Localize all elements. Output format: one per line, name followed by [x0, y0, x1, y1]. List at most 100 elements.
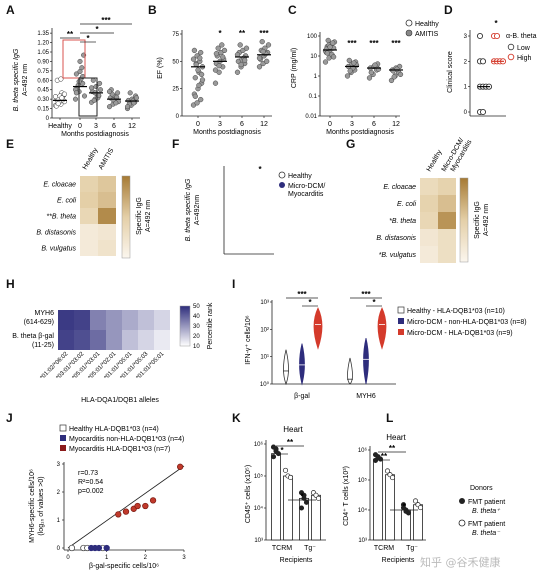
k-ytick-label-0: 10³ — [254, 538, 263, 544]
k-bar-point-2-2 — [303, 499, 310, 505]
c-xtick-label-1: 3 — [350, 121, 354, 128]
k-cat-tcrm: TCRM — [272, 545, 292, 552]
h-row2-line1: B. theta β-gal — [12, 333, 54, 340]
l-cat-tg: Tg⁻ — [406, 545, 418, 552]
d-legend-high-marker — [507, 53, 515, 61]
g-cell-3-0 — [420, 229, 438, 246]
c-point-0-0 — [322, 59, 329, 65]
panel-g: Healthy Micro-DCM/ Myocarditis E. cloaca… — [376, 137, 490, 263]
d-point-0-8 — [476, 32, 484, 40]
c-y-ticks: 0.01 0.1 1 10 100 — [305, 34, 320, 120]
l-bars — [372, 452, 424, 541]
d-legend-low-marker — [507, 43, 515, 51]
e-scale-label-1: Specific IgG — [136, 197, 143, 235]
k-bar-point-0-3 — [270, 454, 277, 460]
e-cell-4-0 — [80, 240, 98, 256]
j-ylabel-line2: (log₁₀ of values >0) — [38, 476, 45, 535]
j-point-2-1 — [122, 508, 130, 515]
d-y-ticks: 0 1 2 3 — [464, 34, 470, 116]
f-ylabel-line2: A=492nm — [194, 195, 201, 225]
a-ytick-label-5: 0.75 — [37, 69, 49, 75]
panel-b: EF (%) 0 25 50 75 0 3 6 12 Months postdiagnosi… — [157, 29, 272, 136]
c-point-1-9 — [347, 68, 353, 74]
a-point-1-0 — [72, 96, 79, 102]
a-point-0-20 — [55, 100, 61, 107]
f-legend-micro-2: Myocarditis — [288, 191, 324, 198]
b-point-0-17 — [192, 93, 198, 99]
b-point-0-16 — [198, 71, 205, 78]
a-ytick-label-7: 1.05 — [37, 50, 49, 56]
c-sig-2: *** — [391, 39, 401, 48]
e-row-labels: E. cloacae E. coli **B. theta B. distasonis… — [36, 182, 76, 253]
e-row-0: E. cloacae — [43, 182, 76, 189]
j-point-1-2 — [95, 544, 103, 552]
d-point-1-5 — [493, 32, 501, 40]
c-legend-amitis: AMITIS — [415, 31, 439, 38]
a-xtick-label-1: 0 — [78, 123, 82, 130]
f-legend-micro-1: Micro-DCM/ — [288, 183, 325, 190]
l-bar-1 — [385, 474, 395, 541]
j-ylabel-line1: MYH6-specific cells/10⁶ — [29, 469, 36, 543]
h-cell-1-2 — [90, 330, 106, 350]
a-ytick-label-1: 0.15 — [37, 107, 49, 113]
b-point-0-13 — [198, 49, 204, 56]
i-legend-marker-3 — [398, 329, 404, 335]
b-point-3-2 — [264, 58, 270, 64]
a-point-2-5 — [97, 80, 103, 86]
g-heatmap-cells — [420, 178, 456, 263]
b-ytick-label-0: 0 — [176, 114, 180, 120]
j-legend-3: Myocarditis HLA-DQB1*03 (n=7) — [69, 446, 170, 453]
i-violin-1-1 — [363, 337, 369, 385]
a-point-2-8 — [97, 87, 104, 93]
c-point-0-9 — [325, 37, 331, 44]
j-points — [68, 463, 184, 552]
k-bar-point-3-2 — [315, 495, 322, 501]
e-row-2: **B. theta — [46, 214, 76, 221]
l-donors-title: Donors — [470, 485, 493, 492]
e-color-scale — [121, 175, 131, 259]
h-row1-line1: MYH6 — [35, 310, 55, 317]
c-legend-healthy-marker — [405, 19, 413, 27]
a-ytick-label-9: 1.35 — [37, 31, 49, 37]
h-scale-tick-4: 50 — [193, 304, 200, 310]
panel-i: IFN-γ⁺ cells/10⁶ 10⁰ 10¹ 10² 10³ β-gal MYH6… — [245, 290, 527, 400]
j-y-ticks: 0 1 2 3 — [57, 462, 64, 552]
b-sig-2: *** — [259, 29, 269, 38]
c-point-0-16 — [330, 54, 337, 60]
c-significance: *** *** *** — [347, 39, 401, 48]
j-ytick-label-1: 1 — [57, 518, 61, 524]
b-point-2-9 — [237, 42, 243, 48]
i-y-ticks: 10⁰ 10¹ 10² 10³ — [260, 300, 272, 388]
h-cell-0-1 — [74, 310, 90, 330]
panel-h: MYH6 (614-629) B. theta β-gal (11-25) *0… — [12, 302, 214, 404]
watermark: 知乎 @谷禾健康 — [420, 555, 501, 569]
h-scale-tick-0: 10 — [193, 344, 200, 350]
i-legend-1: Healthy - HLA-DQB1*03 (n=10) — [407, 308, 505, 315]
a-ytick-label-8: 1.20 — [37, 41, 49, 47]
h-scale-tick-3: 40 — [193, 314, 200, 320]
a-point-1-3 — [73, 71, 79, 77]
a-significance: ** ***** — [60, 16, 132, 43]
k-bar-point-1-0 — [282, 467, 289, 473]
j-point-2-4 — [142, 502, 149, 510]
a-x-ticks: Healthy 0 3 6 12 — [48, 118, 136, 130]
a-point-1-4 — [77, 58, 83, 64]
c-point-2-0 — [366, 75, 373, 81]
b-point-1-11 — [212, 67, 219, 73]
l-sig-1-label: ** — [381, 452, 388, 461]
k-ytick-label-1: 10⁴ — [254, 505, 264, 512]
c-xtick-label-0: 0 — [328, 121, 332, 128]
l-donor-neg-line2: B. theta⁻ — [472, 530, 501, 537]
h-heatmap-cells — [58, 310, 170, 350]
b-sig-1: ** — [239, 29, 246, 38]
h-scale-tick-1: 20 — [193, 334, 200, 340]
panel-letter-l: L — [386, 411, 393, 425]
a-xtick-label-2: 3 — [94, 123, 98, 130]
g-row-3: B. distasonis — [376, 235, 416, 242]
c-point-3-8 — [397, 71, 404, 78]
j-point-2-0 — [115, 511, 122, 518]
b-point-0-15 — [195, 67, 201, 73]
b-point-1-12 — [216, 63, 222, 69]
j-ytick-label-3: 3 — [57, 462, 61, 468]
